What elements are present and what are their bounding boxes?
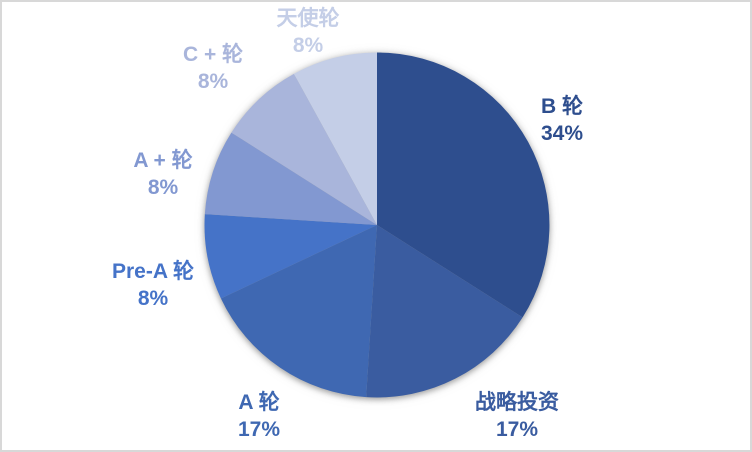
pie-slices [204, 52, 550, 398]
pie-slice-3 [204, 214, 377, 299]
pie-slice-1 [366, 225, 523, 398]
pie-slice-6 [293, 52, 377, 226]
pie-slice-4 [204, 132, 377, 226]
pie-slice-5 [231, 73, 377, 226]
pie-slice-0 [376, 52, 550, 318]
pie-slice-2 [220, 225, 377, 398]
